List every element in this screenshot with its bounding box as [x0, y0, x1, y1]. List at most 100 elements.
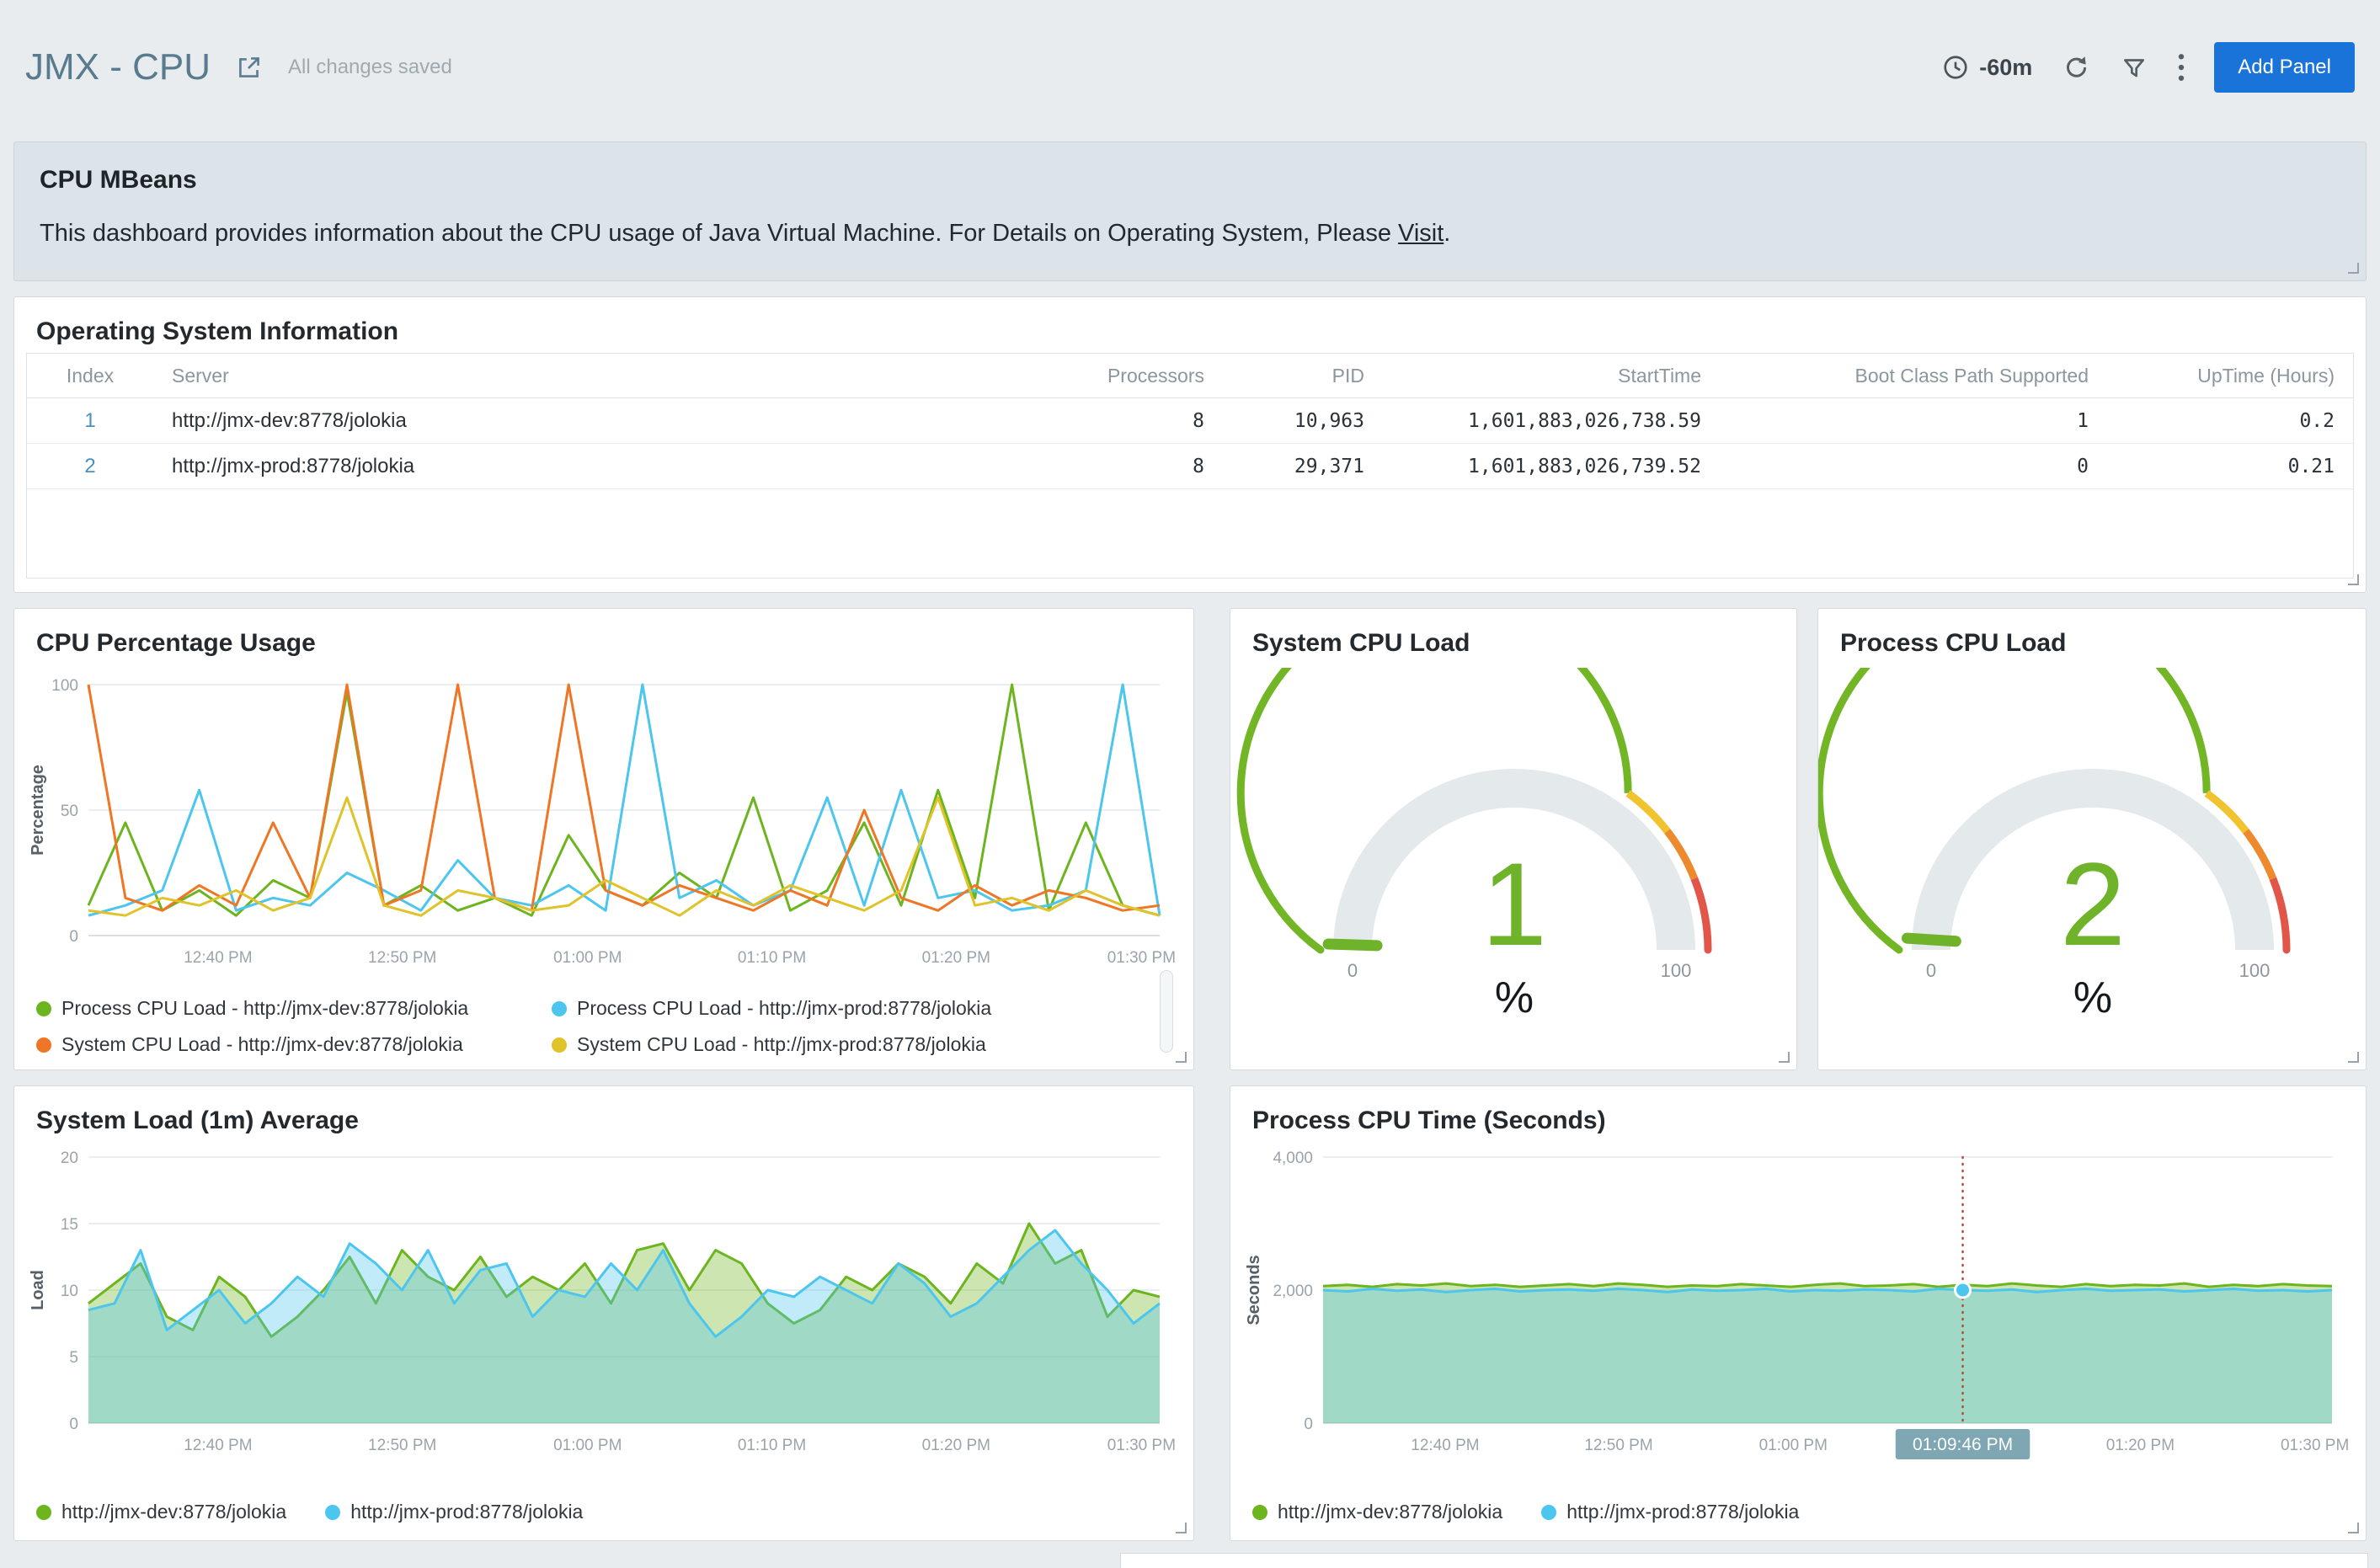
- svg-text:2: 2: [2060, 838, 2126, 970]
- svg-text:50: 50: [61, 803, 78, 820]
- svg-text:12:40 PM: 12:40 PM: [1411, 1437, 1479, 1454]
- share-icon[interactable]: [234, 52, 264, 83]
- system-load-average-chart[interactable]: 0 5 10 15 20 12:40 PM 12:50 PM 01:00 PM 01:10 PM…: [26, 1142, 1183, 1470]
- svg-text:0: 0: [1347, 960, 1358, 981]
- os-column-header[interactable]: Index: [27, 354, 153, 398]
- svg-text:%: %: [2073, 973, 2112, 1022]
- system-cpu-load-gauge[interactable]: 0 100 1%: [1230, 668, 1798, 1038]
- panel-title: Process CPU Load: [1840, 629, 2067, 657]
- legend-dot: [36, 1504, 51, 1520]
- svg-text:01:30 PM: 01:30 PM: [2281, 1437, 2349, 1454]
- panel-title: System CPU Load: [1252, 629, 1470, 657]
- dashboard-title: JMX - CPU: [25, 46, 211, 88]
- legend-item[interactable]: System CPU Load - http://jmx-prod:8778/j…: [552, 1033, 991, 1056]
- dashboard-header: JMX - CPU All changes saved -60m: [0, 0, 2380, 135]
- os-table-row: 2 http://jmx-prod:8778/jolokia 8 29,371 1,60…: [27, 443, 2353, 489]
- legend-item[interactable]: System CPU Load - http://jmx-dev:8778/jo…: [36, 1033, 552, 1056]
- svg-text:12:40 PM: 12:40 PM: [184, 949, 252, 967]
- svg-text:Load: Load: [29, 1270, 47, 1310]
- svg-text:100: 100: [2239, 960, 2271, 981]
- legend-label: http://jmx-prod:8778/jolokia: [350, 1501, 584, 1523]
- panel-process-cpu-time: Process CPU Time (Seconds) 0 2,000 4,000 12…: [1230, 1085, 2367, 1541]
- time-range-label: -60m: [1979, 54, 2033, 80]
- legend-item[interactable]: Process CPU Load - http://jmx-dev:8778/j…: [36, 997, 552, 1020]
- os-column-header[interactable]: Server: [153, 354, 953, 398]
- partial-panel: [1120, 1553, 2368, 1568]
- visit-link[interactable]: Visit: [1398, 220, 1444, 247]
- svg-text:10: 10: [61, 1283, 78, 1300]
- legend-dot: [1252, 1504, 1267, 1520]
- chart-legend: Process CPU Load - http://jmx-dev:8778/j…: [36, 997, 991, 1056]
- legend-scrollbar[interactable]: [1160, 970, 1173, 1053]
- svg-text:01:10 PM: 01:10 PM: [738, 1437, 806, 1454]
- legend-dot: [552, 1000, 567, 1016]
- legend-dot: [36, 1037, 51, 1053]
- os-info-table: Index Server Processors PID StartTime Boot Cl…: [26, 353, 2354, 579]
- text-panel-cpu-mbeans: CPU MBeans This dashboard provides infor…: [13, 141, 2367, 281]
- legend-dot: [1541, 1504, 1557, 1520]
- svg-text:01:00 PM: 01:00 PM: [1759, 1437, 1828, 1454]
- svg-text:5: 5: [69, 1349, 78, 1367]
- svg-text:0: 0: [1304, 1416, 1313, 1433]
- svg-text:Percentage: Percentage: [29, 765, 47, 856]
- panel-title: Operating System Information: [36, 317, 399, 345]
- legend-label: Process CPU Load - http://jmx-dev:8778/j…: [61, 997, 469, 1019]
- svg-text:2,000: 2,000: [1273, 1283, 1313, 1300]
- filter-icon[interactable]: [2120, 53, 2148, 82]
- legend-dot: [325, 1504, 341, 1520]
- svg-text:0: 0: [69, 1416, 78, 1433]
- svg-text:0: 0: [1926, 960, 1936, 981]
- svg-text:01:30 PM: 01:30 PM: [1107, 1437, 1176, 1454]
- svg-text:01:20 PM: 01:20 PM: [922, 949, 990, 967]
- svg-text:0: 0: [69, 928, 78, 946]
- legend-dot: [36, 1000, 51, 1016]
- svg-text:%: %: [1495, 973, 1534, 1022]
- chart-legend: http://jmx-dev:8778/jolokia http://jmx-pr…: [36, 1501, 583, 1523]
- time-range-control[interactable]: -60m: [1942, 54, 2032, 81]
- legend-item[interactable]: http://jmx-dev:8778/jolokia: [1252, 1501, 1502, 1523]
- process-cpu-load-gauge[interactable]: 0 100 2%: [1818, 668, 2367, 1038]
- legend-dot: [552, 1037, 567, 1053]
- legend-label: http://jmx-dev:8778/jolokia: [61, 1501, 287, 1523]
- legend-label: System CPU Load - http://jmx-dev:8778/jo…: [61, 1033, 463, 1055]
- panel-cpu-percentage-usage: CPU Percentage Usage 0 50 100 12:40 PM 12:50…: [13, 608, 1194, 1070]
- svg-text:15: 15: [61, 1216, 78, 1234]
- os-column-header[interactable]: Processors: [953, 354, 1223, 398]
- legend-item[interactable]: http://jmx-dev:8778/jolokia: [36, 1501, 286, 1523]
- svg-text:01:30 PM: 01:30 PM: [1107, 949, 1176, 967]
- clock-icon: [1944, 56, 1967, 79]
- cpu-percentage-usage-chart[interactable]: 0 50 100 12:40 PM 12:50 PM 01:00 PM 01:10 PM 01…: [26, 669, 1183, 979]
- svg-text:01:00 PM: 01:00 PM: [553, 1437, 622, 1454]
- legend-label: http://jmx-dev:8778/jolokia: [1278, 1501, 1503, 1523]
- refresh-icon[interactable]: [2061, 52, 2091, 83]
- panel-process-cpu-load: Process CPU Load 0 100 2%: [1817, 608, 2367, 1070]
- os-table: Index Server Processors PID StartTime Boot Cl…: [27, 354, 2353, 489]
- svg-text:12:50 PM: 12:50 PM: [368, 1437, 436, 1454]
- os-column-header[interactable]: StartTime: [1383, 354, 1720, 398]
- legend-label: System CPU Load - http://jmx-prod:8778/j…: [577, 1033, 986, 1055]
- panel-operating-system-information: Operating System Information Index Server…: [13, 296, 2367, 593]
- svg-text:12:50 PM: 12:50 PM: [1584, 1437, 1652, 1454]
- svg-text:20: 20: [61, 1149, 78, 1167]
- panel-system-load-average: System Load (1m) Average 0 5 10 15 20 12:40 P…: [13, 1085, 1194, 1541]
- legend-item[interactable]: http://jmx-prod:8778/jolokia: [325, 1501, 583, 1523]
- svg-text:01:09:46 PM: 01:09:46 PM: [1913, 1435, 2013, 1454]
- text-panel-title: CPU MBeans: [40, 166, 197, 194]
- os-column-header[interactable]: UpTime (Hours): [2107, 354, 2353, 398]
- os-column-header[interactable]: PID: [1223, 354, 1383, 398]
- svg-text:12:50 PM: 12:50 PM: [368, 949, 436, 967]
- more-options-icon[interactable]: [2177, 53, 2185, 82]
- panel-system-cpu-load: System CPU Load 0 100 1%: [1230, 608, 1797, 1070]
- panel-title: CPU Percentage Usage: [36, 629, 316, 657]
- panel-title: Process CPU Time (Seconds): [1252, 1107, 1606, 1134]
- svg-text:Seconds: Seconds: [1245, 1255, 1263, 1325]
- legend-label: Process CPU Load - http://jmx-prod:8778/…: [577, 997, 992, 1019]
- svg-text:01:20 PM: 01:20 PM: [922, 1437, 990, 1454]
- legend-item[interactable]: Process CPU Load - http://jmx-prod:8778/…: [552, 997, 991, 1020]
- os-table-row: 1 http://jmx-dev:8778/jolokia 8 10,963 1,601…: [27, 397, 2353, 444]
- add-panel-button[interactable]: Add Panel: [2214, 42, 2355, 93]
- svg-text:4,000: 4,000: [1273, 1149, 1313, 1167]
- os-column-header[interactable]: Boot Class Path Supported: [1720, 354, 2107, 398]
- legend-item[interactable]: http://jmx-prod:8778/jolokia: [1541, 1501, 1799, 1523]
